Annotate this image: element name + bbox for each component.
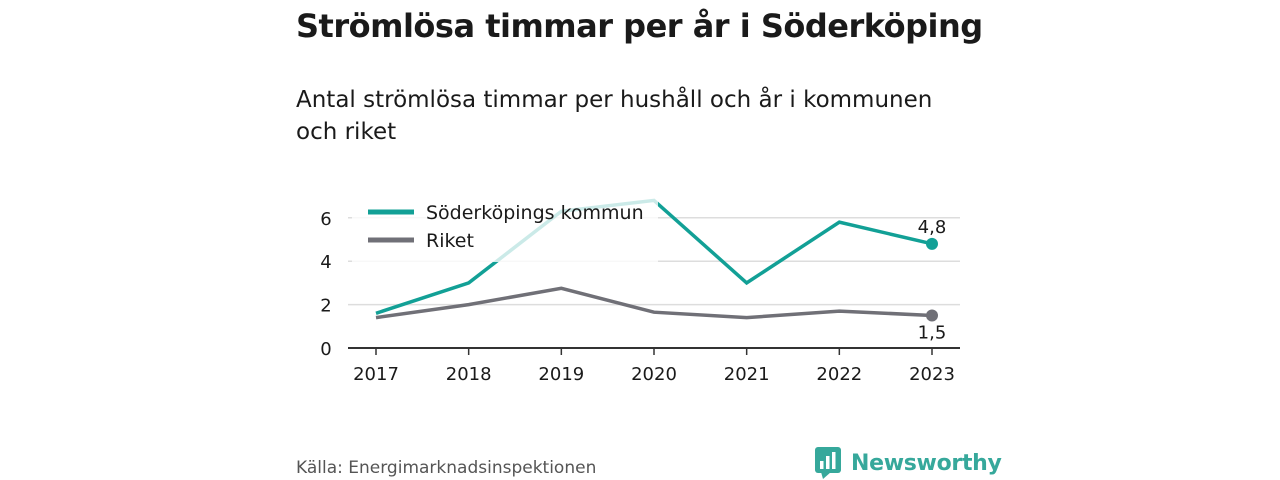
chart-title: Strömlösa timmar per år i Söderköping xyxy=(296,7,983,45)
x-tick-label: 2022 xyxy=(816,364,862,385)
end-value-labels: 4,8 1,5 xyxy=(918,217,947,344)
brand-logo: Newsworthy xyxy=(815,446,1002,480)
source-note: Källa: Energimarknadsinspektionen xyxy=(296,458,597,478)
y-tick-label: 2 xyxy=(320,296,331,317)
series-end-label-1: 1,5 xyxy=(918,322,947,343)
legend-label-1: Riket xyxy=(426,230,474,252)
series-end-marker-0 xyxy=(926,237,938,250)
series-line-1 xyxy=(375,286,933,320)
legend: Söderköpings kommun Riket xyxy=(352,196,658,262)
x-axis xyxy=(348,347,960,355)
x-tick-label: 2023 xyxy=(909,364,955,385)
chart-subtitle: Antal strömlösa timmar per hushåll och å… xyxy=(296,87,933,145)
x-tick-label: 2018 xyxy=(446,364,492,385)
x-tick-label: 2020 xyxy=(631,364,677,385)
series-end-marker-1 xyxy=(926,309,938,322)
y-tick-label: 0 xyxy=(320,339,331,360)
y-tick-label: 4 xyxy=(320,252,331,273)
y-tick-label: 6 xyxy=(320,209,331,230)
bar-chart-speech-bubble-icon xyxy=(815,447,841,479)
brand-name: Newsworthy xyxy=(851,450,1002,476)
legend-background xyxy=(352,196,658,262)
x-tick-label: 2017 xyxy=(353,364,399,385)
x-tick-label: 2021 xyxy=(724,364,770,385)
x-axis-tick-labels: 2017 2018 2019 2020 2021 2022 2023 xyxy=(353,364,955,385)
y-axis-tick-labels: 0 2 4 6 xyxy=(320,209,331,360)
legend-label-0: Söderköpings kommun xyxy=(426,202,644,224)
x-tick-label: 2019 xyxy=(538,364,584,385)
series-end-label-0: 4,8 xyxy=(918,217,947,238)
